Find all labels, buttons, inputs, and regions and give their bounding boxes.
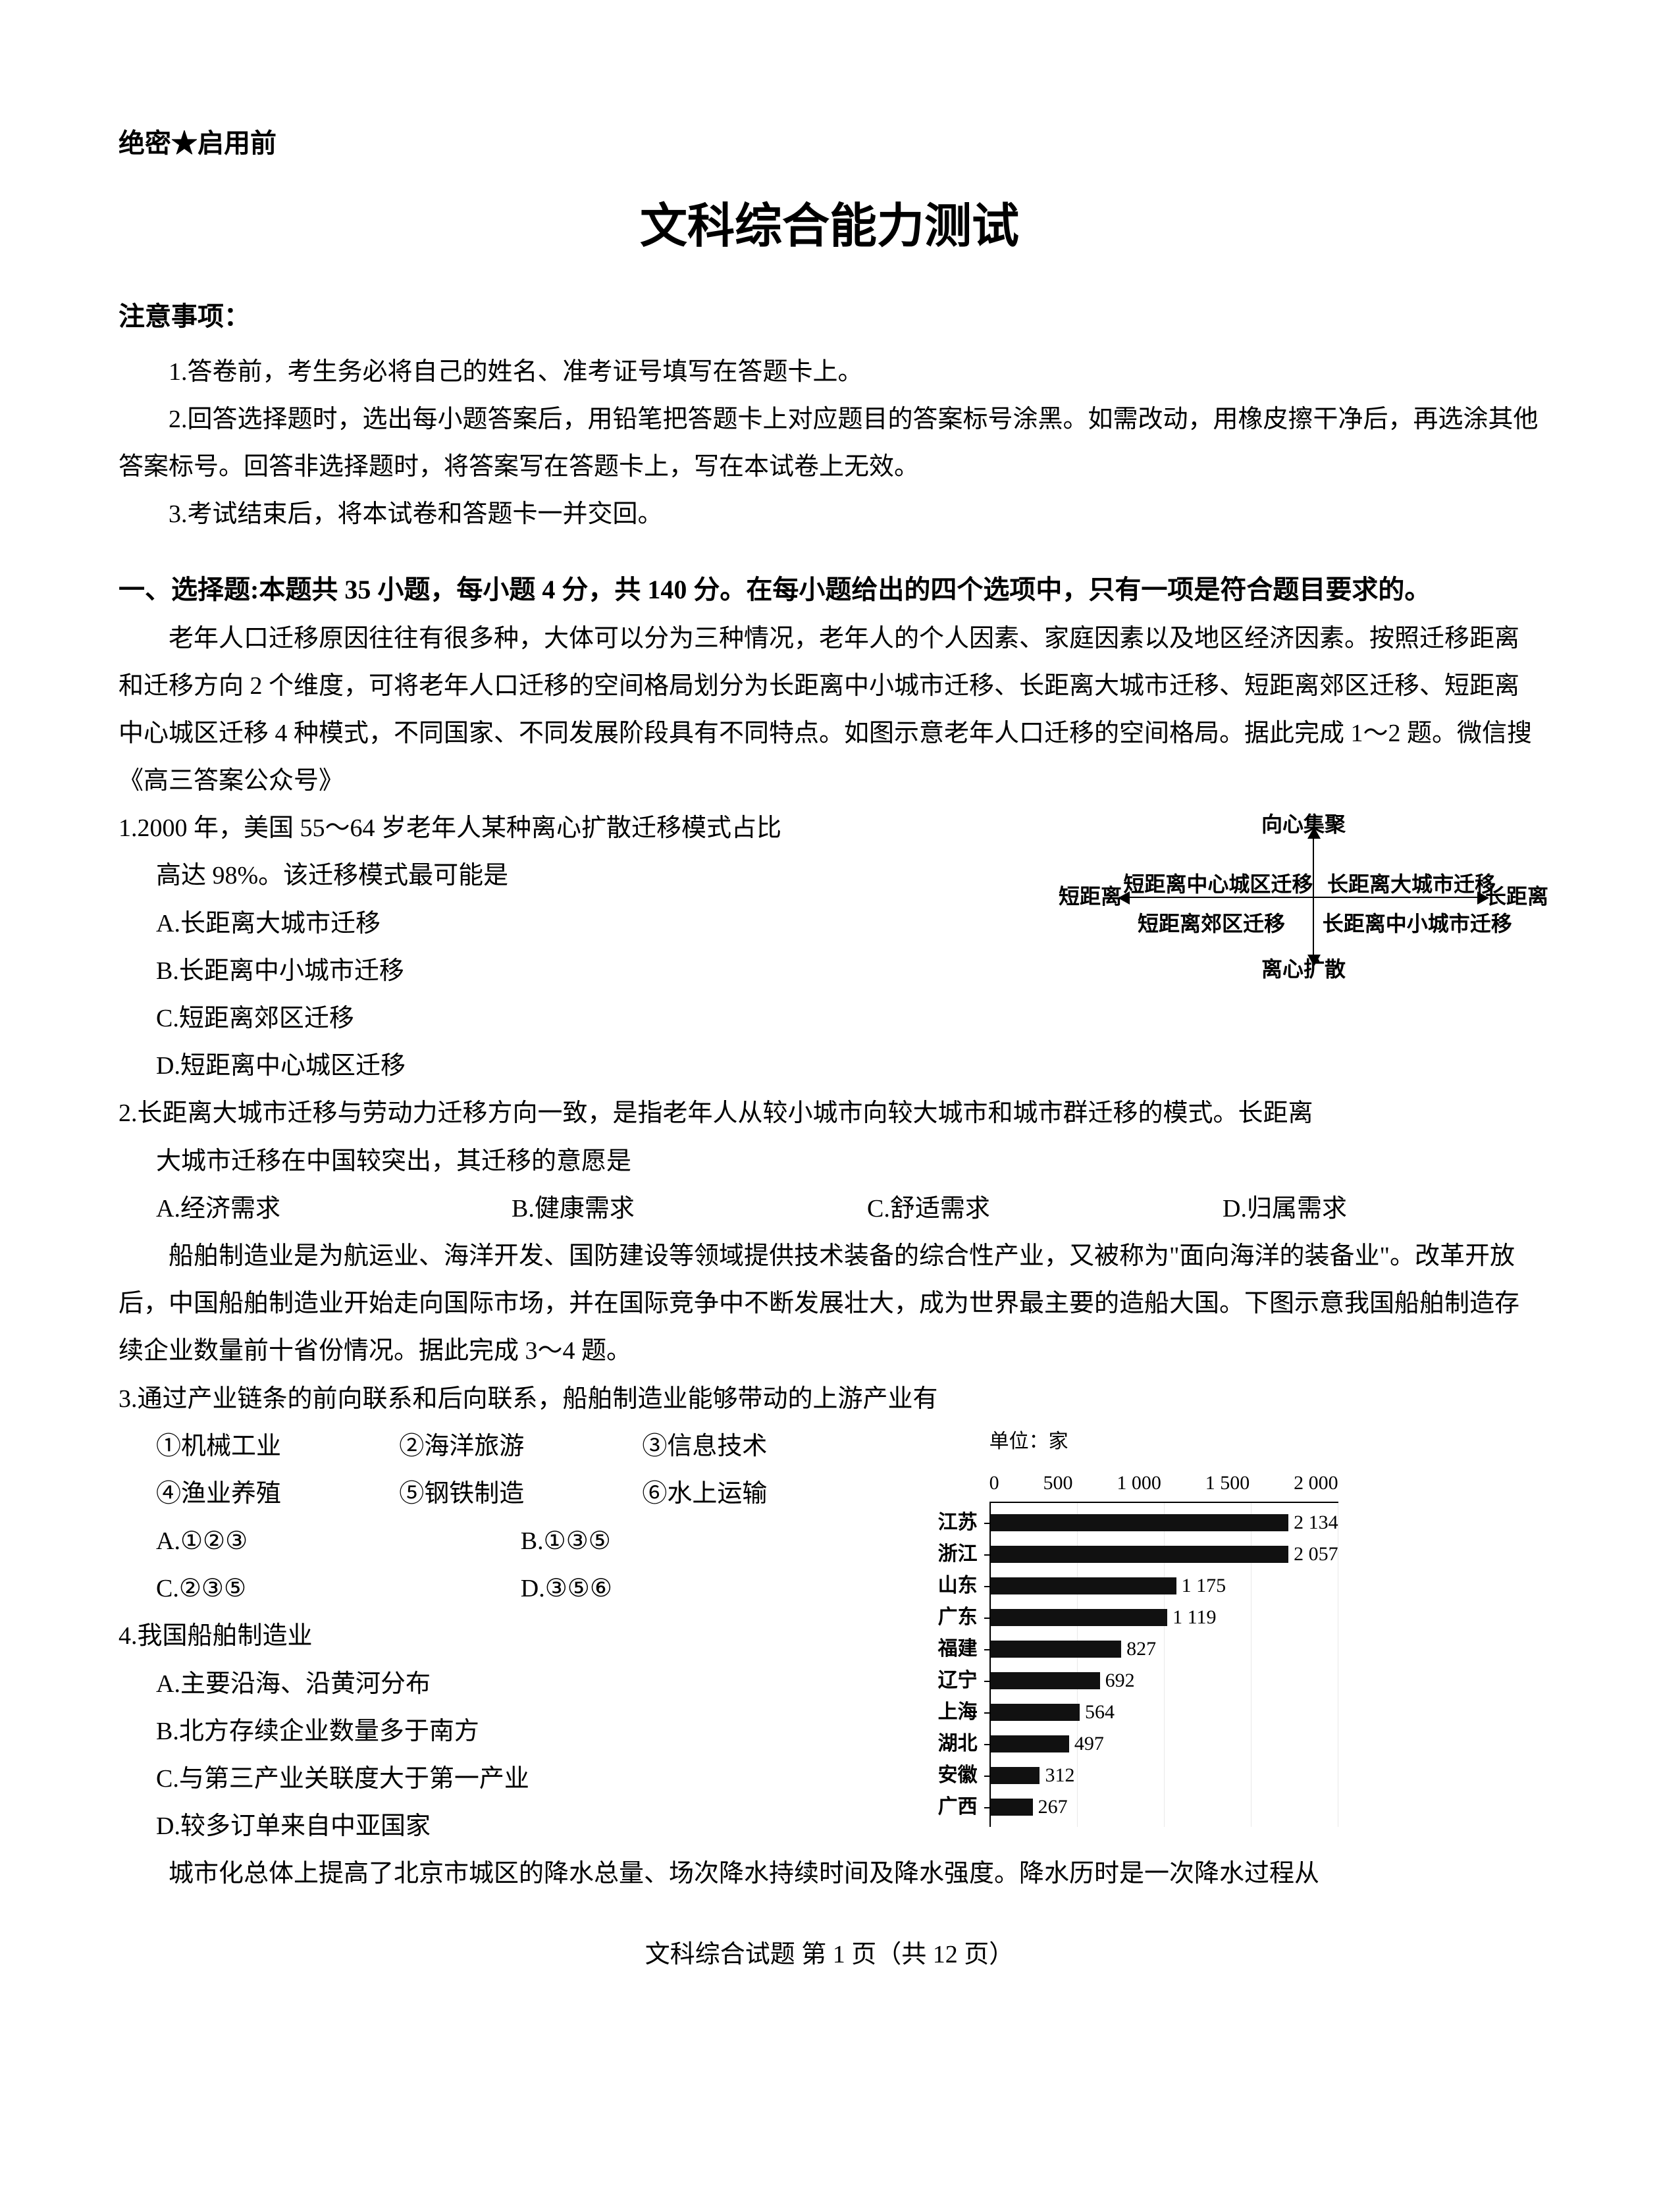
q4-option-d: D.较多订单来自中亚国家 [118, 1803, 848, 1850]
notice-item: 2.回答选择题时，选出每小题答案后，用铅笔把答题卡上对应题目的答案标号涂黑。如需… [118, 396, 1540, 490]
bar-fill [991, 1546, 1289, 1563]
bar-row: 江苏2 134 [991, 1507, 1338, 1539]
bar-row: 安徽312 [991, 1760, 1338, 1791]
bar-row: 辽宁692 [991, 1665, 1338, 1697]
bar-fill [991, 1641, 1121, 1658]
bar-fill [991, 1672, 1100, 1689]
footer-total: 12 [933, 1941, 958, 1968]
confidential-marker: 绝密★启用前 [118, 118, 1540, 169]
footer-page: 1 [833, 1941, 845, 1968]
q2-option-b: B.健康需求 [474, 1185, 830, 1232]
quadrant-q3-label: 短距离郊区迁移 [1138, 904, 1285, 944]
passage-1: 老年人口迁移原因往往有很多种，大体可以分为三种情况，老年人的个人因素、家庭因素以… [118, 615, 1540, 805]
bar-label: 广西 [862, 1788, 984, 1826]
q4-option-b: B.北方存续企业数量多于南方 [118, 1708, 848, 1755]
axis-label-left: 短距离 [1059, 877, 1122, 917]
bar-row: 广西267 [991, 1791, 1338, 1823]
x-tick: 1 500 [1205, 1464, 1250, 1502]
chart-plot-area: 江苏2 134浙江2 057山东1 175广东1 119福建827辽宁692上海… [989, 1502, 1338, 1827]
bar-row: 湖北497 [991, 1728, 1338, 1760]
q3-option-b: B.①③⑤ [483, 1517, 848, 1565]
q3-option-c: C.②③⑤ [118, 1565, 483, 1612]
q4-stem: 4.我国船舶制造业 [118, 1612, 848, 1660]
bar-fill [991, 1735, 1069, 1752]
vertical-axis [1313, 828, 1314, 965]
q3-item-2: ②海洋旅游 [361, 1423, 604, 1470]
x-tick: 2 000 [1294, 1464, 1338, 1502]
q2-option-a: A.经济需求 [118, 1185, 474, 1232]
quadrant-q4-label: 长距离中小城市迁移 [1323, 904, 1512, 944]
x-tick: 0 [989, 1464, 999, 1502]
q3-option-a: A.①②③ [118, 1517, 483, 1565]
page-footer: 文科综合试题 第 1 页（共 12 页） [118, 1931, 1540, 1978]
footer-mid: 页（共 [845, 1941, 933, 1968]
bar-row: 广东1 119 [991, 1602, 1338, 1633]
q1-sub: 高达 98%。该迁移模式最可能是 [118, 852, 848, 899]
axis-label-bottom: 离心扩散 [1261, 949, 1346, 989]
passage-2: 船舶制造业是为航运业、海洋开发、国防建设等领域提供技术装备的综合性产业，又被称为… [118, 1232, 1540, 1375]
x-tick: 500 [1043, 1464, 1072, 1502]
migration-quadrant-diagram: 向心集聚 离心扩散 短距离 长距离 短距离中心城区迁移 长距离大城市迁移 短距离… [1066, 811, 1540, 982]
bar-fill [991, 1704, 1080, 1721]
chart-unit: 单位：家 [989, 1423, 1540, 1460]
bar-row: 上海564 [991, 1697, 1338, 1728]
notice-item: 3.考试结束后，将本试卷和答题卡一并交回。 [118, 490, 1540, 538]
bar-row: 山东1 175 [991, 1570, 1338, 1602]
exam-title: 文科综合能力测试 [118, 182, 1540, 272]
q2-stem: 2.长距离大城市迁移与劳动力迁移方向一致，是指老年人从较小城市向较大城市和城市群… [118, 1090, 1540, 1137]
bar-fill [991, 1577, 1176, 1594]
bar-row: 浙江2 057 [991, 1539, 1338, 1570]
notice-heading: 注意事项： [118, 292, 1540, 342]
q1-option-b: B.长距离中小城市迁移 [118, 947, 848, 995]
bar-value: 267 [1038, 1788, 1068, 1826]
section-heading: 一、选择题:本题共 35 小题，每小题 4 分，共 140 分。在每小题给出的四… [118, 565, 1540, 615]
q1-option-d: D.短距离中心城区迁移 [118, 1042, 848, 1090]
q2-option-c: C.舒适需求 [830, 1185, 1185, 1232]
shipbuilding-barchart: 单位：家 0 500 1 000 1 500 2 000 江苏2 134浙江2 … [868, 1423, 1540, 1827]
q3-item-6: ⑥水上运输 [604, 1470, 847, 1517]
footer-suffix: 页） [958, 1941, 1014, 1968]
bar-fill [991, 1767, 1040, 1784]
notice-item: 1.答卷前，考生务必将自己的姓名、准考证号填写在答题卡上。 [118, 348, 1540, 396]
passage-3: 城市化总体上提高了北京市城区的降水总量、场次降水持续时间及降水强度。降水历时是一… [118, 1850, 1540, 1897]
bar-value: 2 057 [1294, 1535, 1338, 1573]
q2-sub: 大城市迁移在中国较突出，其迁移的意愿是 [118, 1138, 1540, 1185]
q4-option-a: A.主要沿海、沿黄河分布 [118, 1660, 848, 1708]
bar-fill [991, 1609, 1168, 1626]
footer-prefix: 文科综合试题 第 [645, 1941, 833, 1968]
q3-item-5: ⑤钢铁制造 [361, 1470, 604, 1517]
q3-item-1: ①机械工业 [118, 1423, 361, 1470]
quadrant-q2-label: 短距离中心城区迁移 [1123, 864, 1313, 905]
quadrant-q1-label: 长距离大城市迁移 [1327, 864, 1496, 905]
axis-label-top: 向心集聚 [1261, 804, 1346, 845]
q2-option-d: D.归属需求 [1185, 1185, 1540, 1232]
q3-stem: 3.通过产业链条的前向联系和后向联系，船舶制造业能够带动的上游产业有 [118, 1375, 1540, 1423]
q3-option-d: D.③⑤⑥ [483, 1565, 848, 1612]
q1-stem: 1.2000 年，美国 55～64 岁老年人某种离心扩散迁移模式占比 [118, 804, 848, 852]
q1-option-c: C.短距离郊区迁移 [118, 995, 848, 1042]
q3-item-4: ④渔业养殖 [118, 1470, 361, 1517]
bar-fill [991, 1799, 1033, 1816]
bar-value: 1 119 [1172, 1598, 1216, 1636]
x-tick: 1 000 [1117, 1464, 1161, 1502]
q1-option-a: A.长距离大城市迁移 [118, 900, 848, 947]
bar-value: 497 [1074, 1725, 1104, 1762]
chart-x-ticks: 0 500 1 000 1 500 2 000 [989, 1464, 1338, 1502]
bar-fill [991, 1514, 1289, 1531]
q3-item-3: ③信息技术 [604, 1423, 847, 1470]
q4-option-c: C.与第三产业关联度大于第一产业 [118, 1755, 848, 1803]
bar-row: 福建827 [991, 1633, 1338, 1665]
